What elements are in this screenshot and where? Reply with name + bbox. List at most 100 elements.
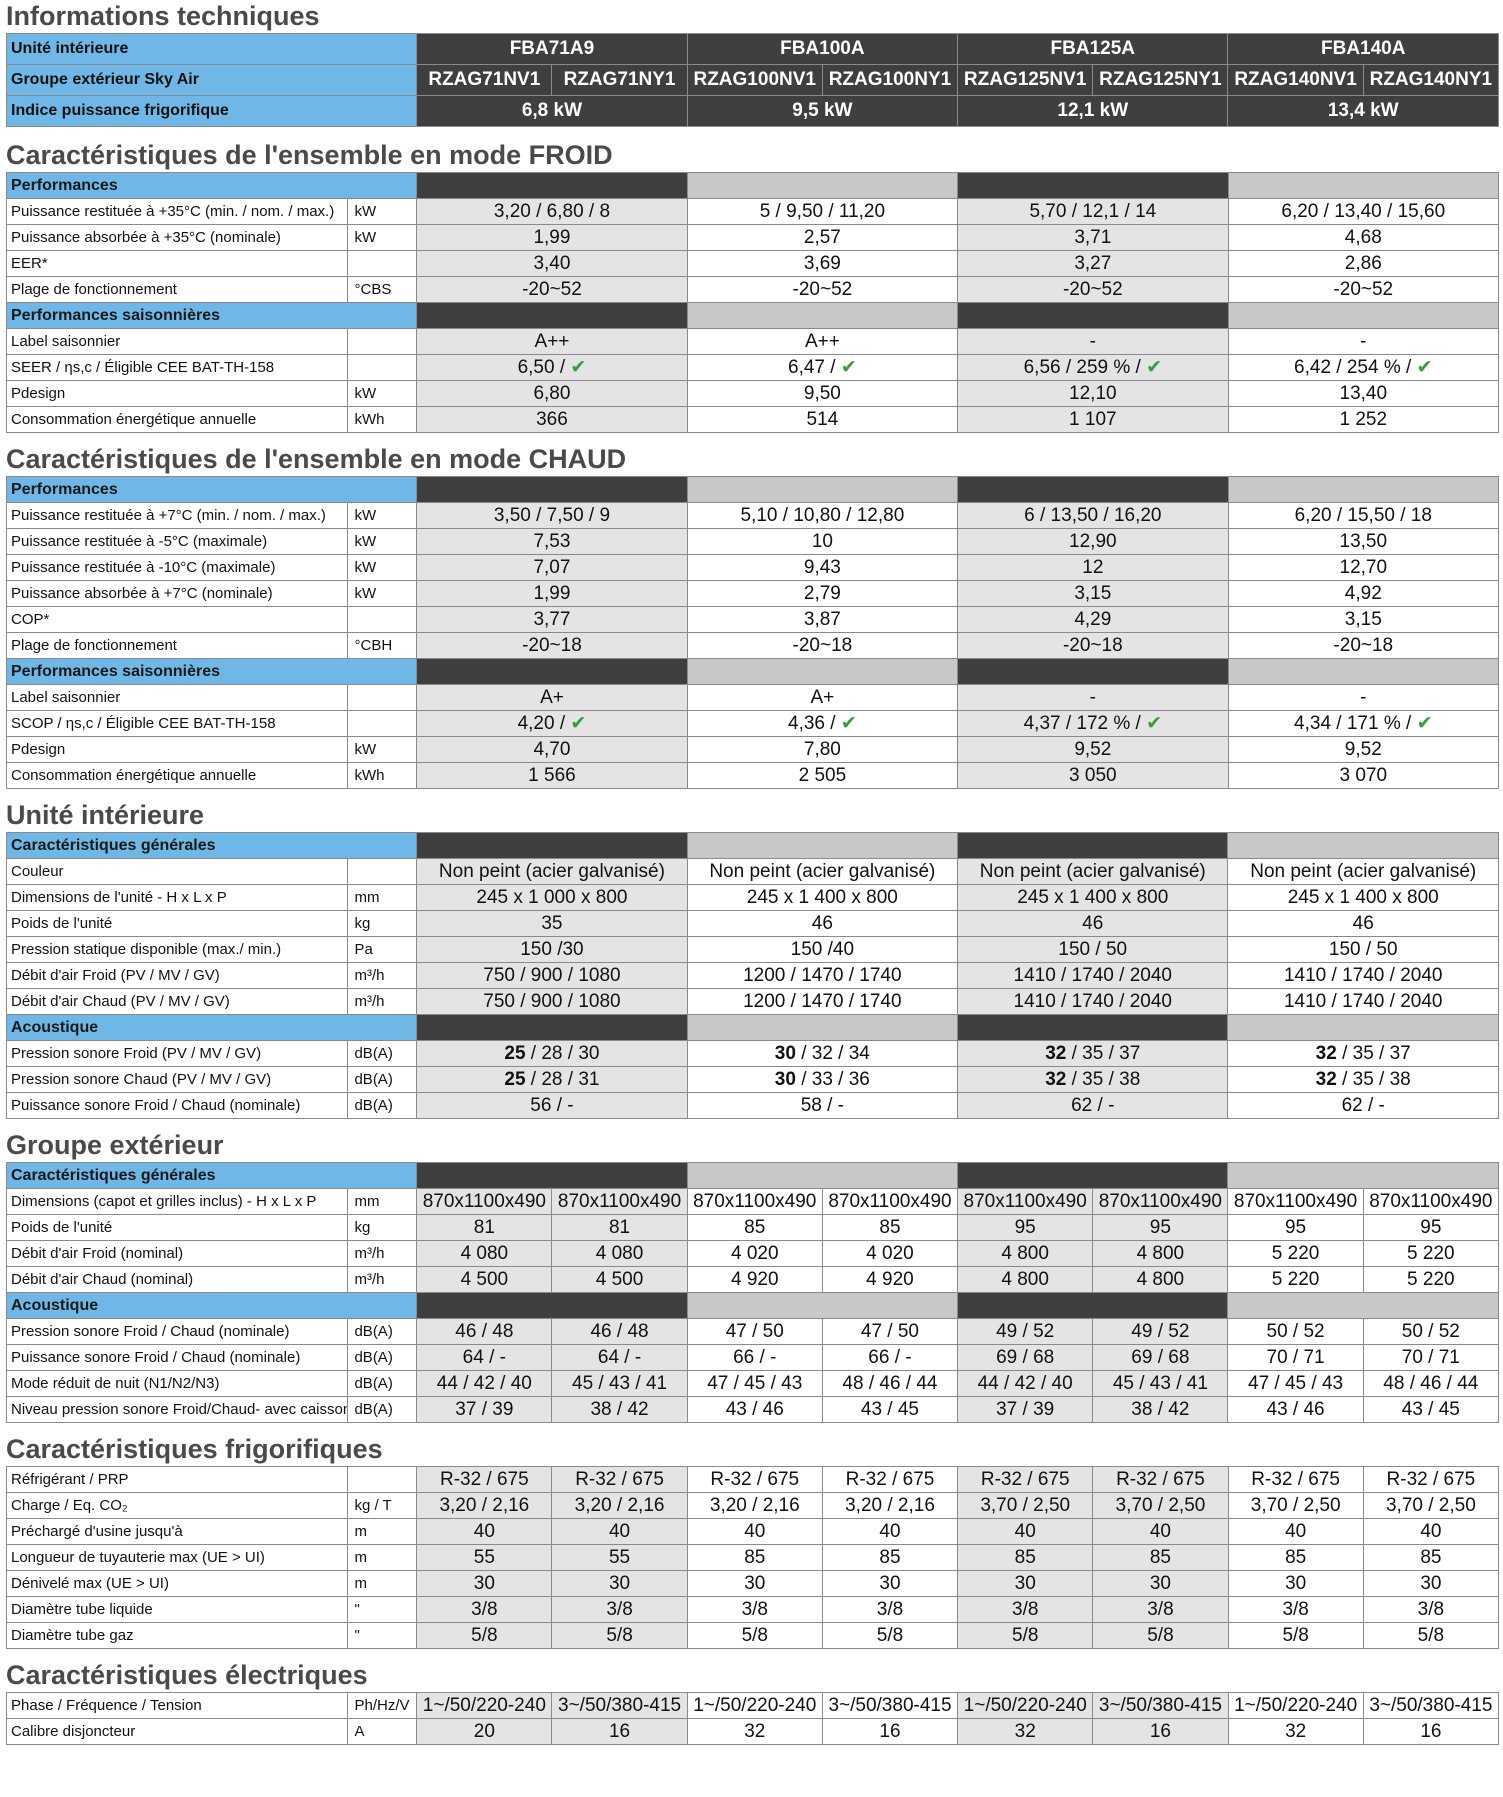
table-row: Poids de l'unité kg 81 81 85 85 95 95 95 95: [5, 1214, 1500, 1241]
group-header-band: [416, 1292, 688, 1319]
value-text: 1200 / 1470 / 1740: [743, 991, 902, 1012]
row-value: -: [1227, 684, 1500, 711]
row-value: 5 220: [1227, 1240, 1364, 1267]
value-text: 40: [473, 1521, 495, 1542]
outdoor-row: Groupe extérieur Sky Air RZAG71NV1 RZAG7…: [5, 64, 1500, 96]
row-value: 150 /40: [686, 936, 959, 963]
table-row: Débit d'air Froid (nominal) m³/h 4 080 4 08…: [5, 1240, 1500, 1267]
row-value: 3/8: [1227, 1596, 1364, 1623]
value-text: 48 / 46 / 44: [1383, 1373, 1479, 1394]
value-text: 9,52: [1344, 739, 1382, 760]
row-label: Consommation énergétique annuelle: [5, 762, 349, 789]
row-value: -20~52: [1227, 276, 1500, 303]
table-row: Pdesign kW 6,80 9,50 12,10 13,40: [5, 380, 1500, 407]
value-text: 69 / 68: [1131, 1347, 1190, 1368]
table-row: Pression sonore Froid (PV / MV / GV) dB(A…: [5, 1040, 1499, 1067]
row-unit: dB(A): [347, 1396, 418, 1423]
value-text: 5 / 9,50 / 11,20: [759, 201, 886, 222]
value-text: 7,07: [533, 557, 571, 578]
row-value: 32: [1227, 1718, 1364, 1745]
row-value: 6,20 / 13,40 / 15,60: [1227, 198, 1500, 225]
row-value: 870x1100x490: [957, 1188, 1094, 1215]
table-row: Puissance restituée à +35°C (min. / nom.…: [5, 198, 1500, 225]
group-header-band: [1227, 1162, 1499, 1189]
row-value: 4 800: [1092, 1240, 1229, 1267]
row-value: 10: [686, 528, 959, 555]
row-value: 245 x 1 400 x 800: [1227, 884, 1499, 911]
row-unit: mm: [347, 884, 418, 911]
row-value: 12,90: [957, 528, 1229, 555]
bold-value: 32: [1045, 1043, 1067, 1064]
row-value: 44 / 42 / 40: [957, 1370, 1094, 1397]
row-value: Non peint (acier galvanisé): [416, 858, 688, 885]
row-value: 46 / 48: [551, 1318, 688, 1345]
row-value: 3/8: [957, 1596, 1094, 1623]
row-value: 1~/50/220-240: [686, 1692, 823, 1719]
indoor-row: Unité intérieure FBA71A9 FBA100A FBA125A…: [5, 33, 1499, 65]
row-value: 66 / -: [821, 1344, 959, 1371]
row-value: 30: [957, 1570, 1094, 1597]
row-value: 870x1100x490: [1362, 1188, 1500, 1215]
value-text: 750 / 900 / 1080: [483, 991, 621, 1012]
row-label: Diamètre tube liquide: [5, 1596, 349, 1623]
value-text: 30: [1285, 1573, 1307, 1594]
value-text: 1,99: [533, 227, 571, 248]
value-text: 43 / 46: [725, 1399, 784, 1420]
value-text: 1 252: [1339, 409, 1388, 430]
value-text: -20~52: [1333, 279, 1394, 300]
row-value: 32 / 35 / 38: [1227, 1066, 1499, 1093]
value-text: 81: [608, 1217, 631, 1238]
value-text: 64 / -: [597, 1347, 642, 1368]
table-row: Mode réduit de nuit (N1/N2/N3) dB(A) 44 / …: [5, 1370, 1500, 1397]
row-value: 2,57: [686, 224, 959, 251]
value-text: 30: [473, 1573, 495, 1594]
value-text: 70 / 71: [1401, 1347, 1460, 1368]
row-value: 7,07: [416, 554, 688, 581]
value-text: 870x1100x490: [828, 1191, 952, 1212]
indoor-label: Unité intérieure: [5, 33, 418, 65]
row-value: A+: [416, 684, 688, 711]
row-label: Dimensions de l'unité - H x L x P: [5, 884, 349, 911]
value-text: 30: [1014, 1573, 1036, 1594]
row-value: 245 x 1 400 x 800: [686, 884, 959, 911]
value-text: 3,15: [1074, 583, 1112, 604]
row-value: 30: [1362, 1570, 1500, 1597]
value-text: 4 800: [1136, 1269, 1185, 1290]
row-value: 5/8: [1092, 1622, 1229, 1649]
value-text: 6,47 /: [788, 357, 841, 378]
value-text: 3~/50/380-415: [1369, 1695, 1493, 1716]
row-value: -20~18: [957, 632, 1229, 659]
value-text: 1200 / 1470 / 1740: [743, 965, 902, 986]
value-text: 4,92: [1344, 583, 1382, 604]
model-table: Unité intérieure FBA71A9 FBA100A FBA125A…: [5, 33, 1500, 127]
table-row: Débit d'air Chaud (PV / MV / GV) m³/h 750 …: [5, 988, 1499, 1015]
value-text: 13,40: [1339, 383, 1388, 404]
spec-table: Caractéristiques générales Couleur Non pei…: [5, 832, 1499, 1119]
row-value: 64 / -: [416, 1344, 553, 1371]
value-text: A++: [534, 331, 570, 352]
row-value: 16: [821, 1718, 959, 1745]
value-text: 3,71: [1074, 227, 1112, 248]
value-text: 870x1100x490: [422, 1191, 546, 1212]
row-value: 46: [1227, 910, 1499, 937]
group-header-band: [1227, 1014, 1499, 1041]
value-text: -20~52: [1062, 279, 1123, 300]
group-header-row: Performances saisonnières: [5, 658, 1500, 685]
row-unit: kg: [347, 910, 418, 937]
value-text: 3/8: [1012, 1599, 1039, 1620]
table-row: Consommation énergétique annuelle kWh 1 56…: [5, 762, 1500, 789]
group-header-band: [686, 302, 959, 329]
row-value: 12: [957, 554, 1229, 581]
section-title: Caractéristiques frigorifiques: [6, 1434, 383, 1464]
row-value: 3,77: [416, 606, 688, 633]
value-text: 40: [744, 1521, 766, 1542]
value-text: 30: [1420, 1573, 1442, 1594]
group-header-band: [957, 1292, 1229, 1319]
value-text: 4,70: [533, 739, 571, 760]
row-unit: dB(A): [347, 1318, 418, 1345]
value-text: 4,29: [1074, 609, 1112, 630]
row-value: 5 / 9,50 / 11,20: [686, 198, 959, 225]
row-value: 70 / 71: [1362, 1344, 1500, 1371]
row-value: 3,20 / 2,16: [416, 1492, 553, 1519]
value-text: 43 / 46: [1266, 1399, 1325, 1420]
